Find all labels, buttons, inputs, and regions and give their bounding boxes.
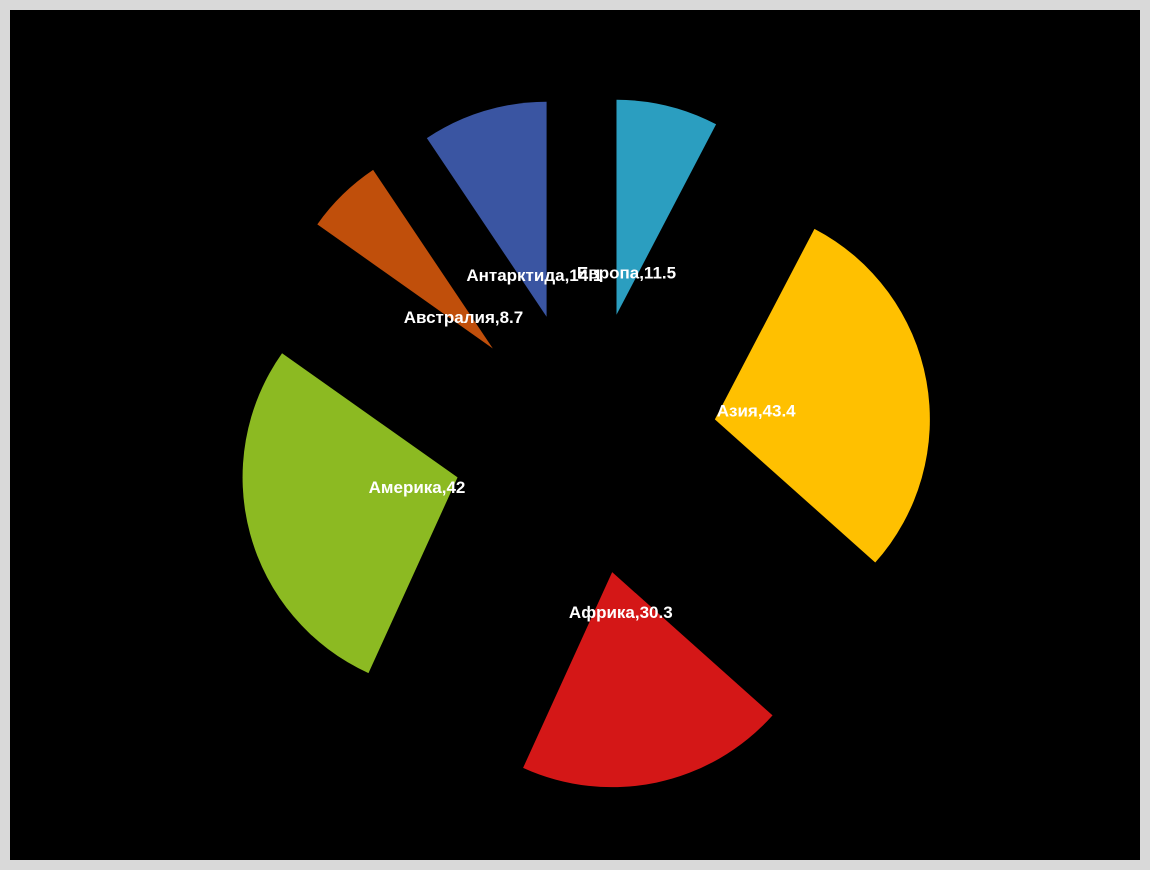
pie-slice <box>616 99 717 315</box>
pie-slice <box>242 353 458 674</box>
data-label: Азия,43.4 <box>717 401 796 420</box>
data-label: Африка,30.3 <box>569 603 673 622</box>
data-label: Америка,42 <box>369 478 466 497</box>
pie-slice <box>317 169 493 349</box>
pie-slice <box>426 101 547 317</box>
pie-slice <box>714 228 930 563</box>
pie-slice <box>523 572 773 788</box>
data-label: Европа,11.5 <box>577 264 676 283</box>
data-label: Австралия,8.7 <box>404 308 523 327</box>
data-label: Антарктида,14.1 <box>466 266 602 285</box>
